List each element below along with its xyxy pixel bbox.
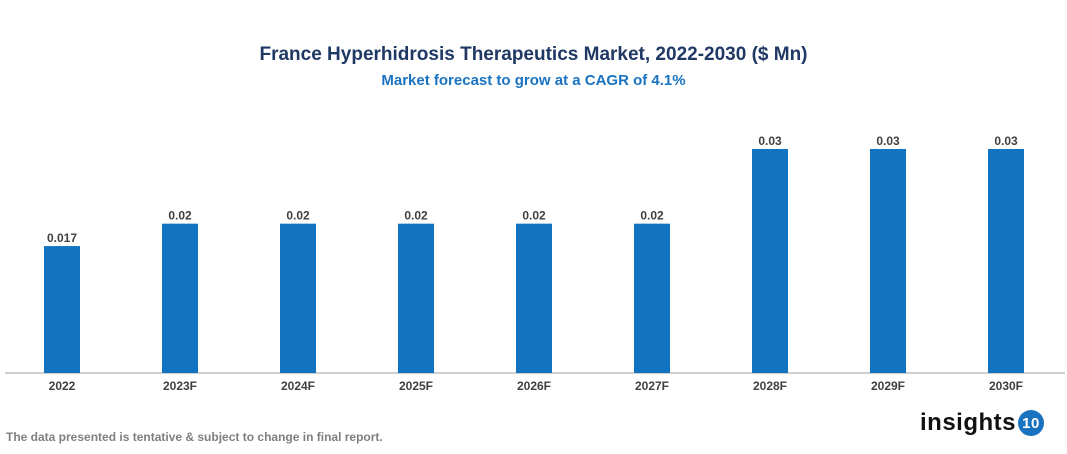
data-label: 0.03: [994, 134, 1018, 148]
x-tick-label: 2025F: [399, 379, 433, 393]
bar-2029F: [870, 149, 906, 373]
bar-2030F: [988, 149, 1024, 373]
bar-2025F: [398, 223, 434, 373]
insights10-logo: insights 10: [920, 409, 1045, 437]
chart-title: France Hyperhidrosis Therapeutics Market…: [259, 44, 808, 65]
data-label: 0.017: [47, 231, 77, 245]
bar-2024F: [280, 223, 316, 373]
x-tick-label: 2026F: [517, 379, 551, 393]
disclaimer-note: The data presented is tentative & subjec…: [6, 430, 383, 444]
x-tick-label: 2024F: [281, 379, 315, 393]
x-tick-label: 2027F: [635, 379, 669, 393]
chart-subtitle: Market forecast to grow at a CAGR of 4.1…: [381, 72, 686, 89]
bar-2023F: [162, 223, 198, 373]
data-label: 0.02: [286, 209, 310, 223]
x-tick-label: 2030F: [989, 379, 1023, 393]
x-tick-label: 2028F: [753, 379, 787, 393]
x-tick-label: 2029F: [871, 379, 905, 393]
data-label: 0.02: [640, 209, 664, 223]
x-tick-label: 2022: [49, 379, 76, 393]
data-label: 0.03: [876, 134, 900, 148]
bar-2026F: [516, 223, 552, 373]
x-tick-label: 2023F: [163, 379, 197, 393]
bar-2027F: [634, 223, 670, 373]
logo-badge: 10: [1018, 410, 1045, 436]
data-label: 0.02: [404, 209, 428, 223]
data-label: 0.03: [758, 134, 782, 148]
data-label: 0.02: [522, 209, 546, 223]
data-label: 0.02: [168, 209, 192, 223]
bar-2028F: [752, 149, 788, 373]
logo-text: insights: [920, 409, 1017, 436]
bar-2022: [44, 246, 80, 373]
